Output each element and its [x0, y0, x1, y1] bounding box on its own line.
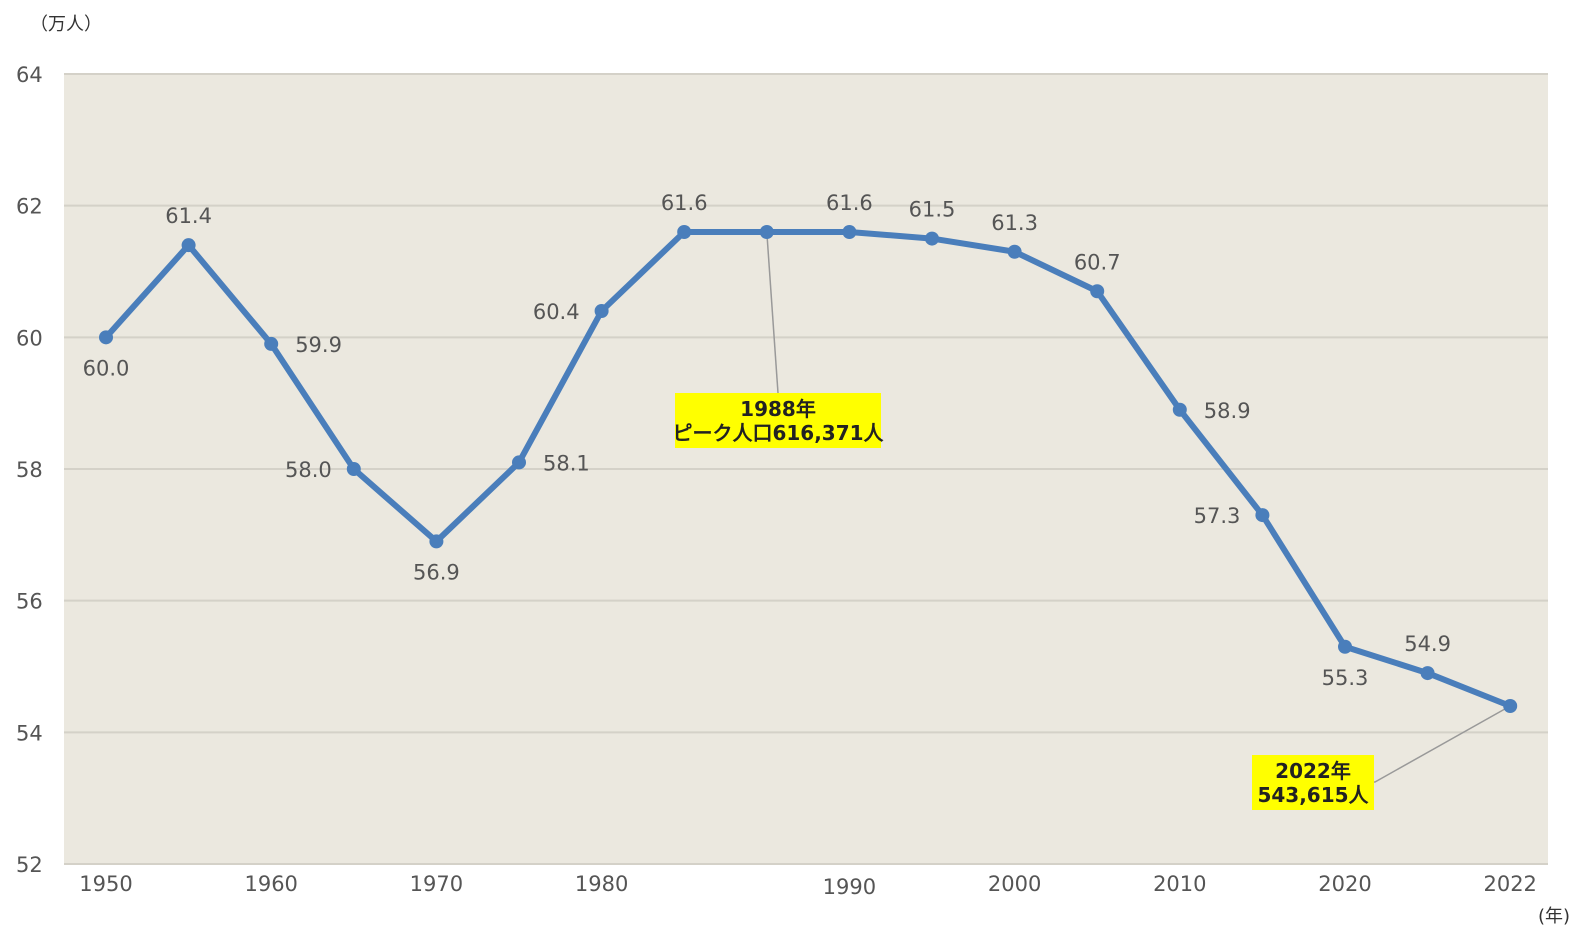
- data-label: 61.4: [165, 204, 212, 228]
- data-point: [594, 304, 609, 318]
- data-label: 59.9: [295, 333, 342, 357]
- leader-line: [766, 231, 779, 394]
- data-label: 57.3: [1194, 504, 1241, 528]
- y-axis-ticks: 52 54 56 58 60 62 64: [16, 63, 43, 877]
- callout-box: [675, 393, 881, 448]
- x-tick-label: 2010: [1153, 872, 1206, 896]
- data-label: 60.7: [1074, 250, 1121, 274]
- data-point: [181, 238, 196, 253]
- data-point: [1090, 284, 1105, 299]
- callout-text: 2022年: [1275, 759, 1351, 783]
- callout-text: 543,615人: [1257, 783, 1369, 807]
- data-point: [99, 330, 113, 345]
- data-label: 61.5: [909, 198, 956, 222]
- data-label: 54.9: [1404, 632, 1451, 656]
- x-tick-label: 1970: [410, 872, 463, 896]
- data-point: [842, 225, 857, 239]
- data-label: 61.6: [661, 191, 708, 215]
- callout-text: ピーク人口616,371人: [672, 421, 884, 445]
- y-tick-label: 64: [16, 63, 43, 87]
- data-point: [1255, 508, 1270, 523]
- data-markers: [99, 225, 1518, 713]
- data-label: 58.9: [1204, 399, 1251, 423]
- leader-line: [1374, 705, 1511, 783]
- data-point: [925, 231, 939, 246]
- population-series-line: [103, 229, 1514, 709]
- callout-text: 1988年: [740, 397, 816, 421]
- data-label: 60.0: [83, 356, 130, 380]
- data-label: 58.1: [543, 451, 590, 475]
- x-tick-label: 1990: [823, 875, 876, 899]
- data-label: 60.4: [533, 300, 580, 324]
- data-point: [1007, 244, 1022, 259]
- x-tick-label: 1950: [79, 872, 132, 896]
- data-point: [264, 336, 279, 351]
- y-tick-label: 62: [16, 195, 43, 219]
- data-label: 55.3: [1322, 666, 1369, 690]
- x-tick-label: 1980: [575, 872, 628, 896]
- y-tick-label: 56: [16, 590, 43, 614]
- gridlines: [64, 73, 1548, 865]
- y-tick-label: 60: [16, 326, 43, 350]
- data-label: 56.9: [413, 560, 460, 584]
- data-point: [759, 225, 774, 239]
- x-tick-label: 1960: [244, 872, 297, 896]
- y-tick-label: 52: [16, 853, 43, 877]
- x-tick-label: 2020: [1318, 872, 1371, 896]
- data-point: [677, 225, 692, 239]
- data-point: [1420, 666, 1435, 681]
- annotation-leaders: [766, 231, 1511, 783]
- data-point: [512, 455, 526, 470]
- data-label: 61.6: [826, 191, 873, 215]
- data-point: [429, 534, 444, 549]
- data-point: [1172, 402, 1187, 417]
- data-point: [346, 462, 361, 476]
- x-axis-ticks: 1950 1960 1970 1980 1990 2000 2010 2020 2022: [79, 872, 1537, 899]
- y-tick-label: 54: [16, 721, 43, 745]
- data-label: 58.0: [285, 458, 332, 482]
- data-label: 61.3: [991, 211, 1038, 235]
- y-axis-unit: （万人）: [30, 14, 102, 35]
- x-axis-unit: (年): [1538, 906, 1570, 927]
- y-tick-label: 58: [16, 458, 43, 482]
- callout-box: [1252, 755, 1374, 810]
- data-point: [1503, 699, 1518, 713]
- x-tick-label: 2000: [988, 872, 1041, 896]
- x-tick-label: 2022: [1483, 872, 1536, 896]
- data-point: [1338, 639, 1352, 654]
- data-labels: 60.0 61.4 59.9 58.0 56.9 58.1 60.4 61.6 61.6 61.5…: [83, 191, 1451, 690]
